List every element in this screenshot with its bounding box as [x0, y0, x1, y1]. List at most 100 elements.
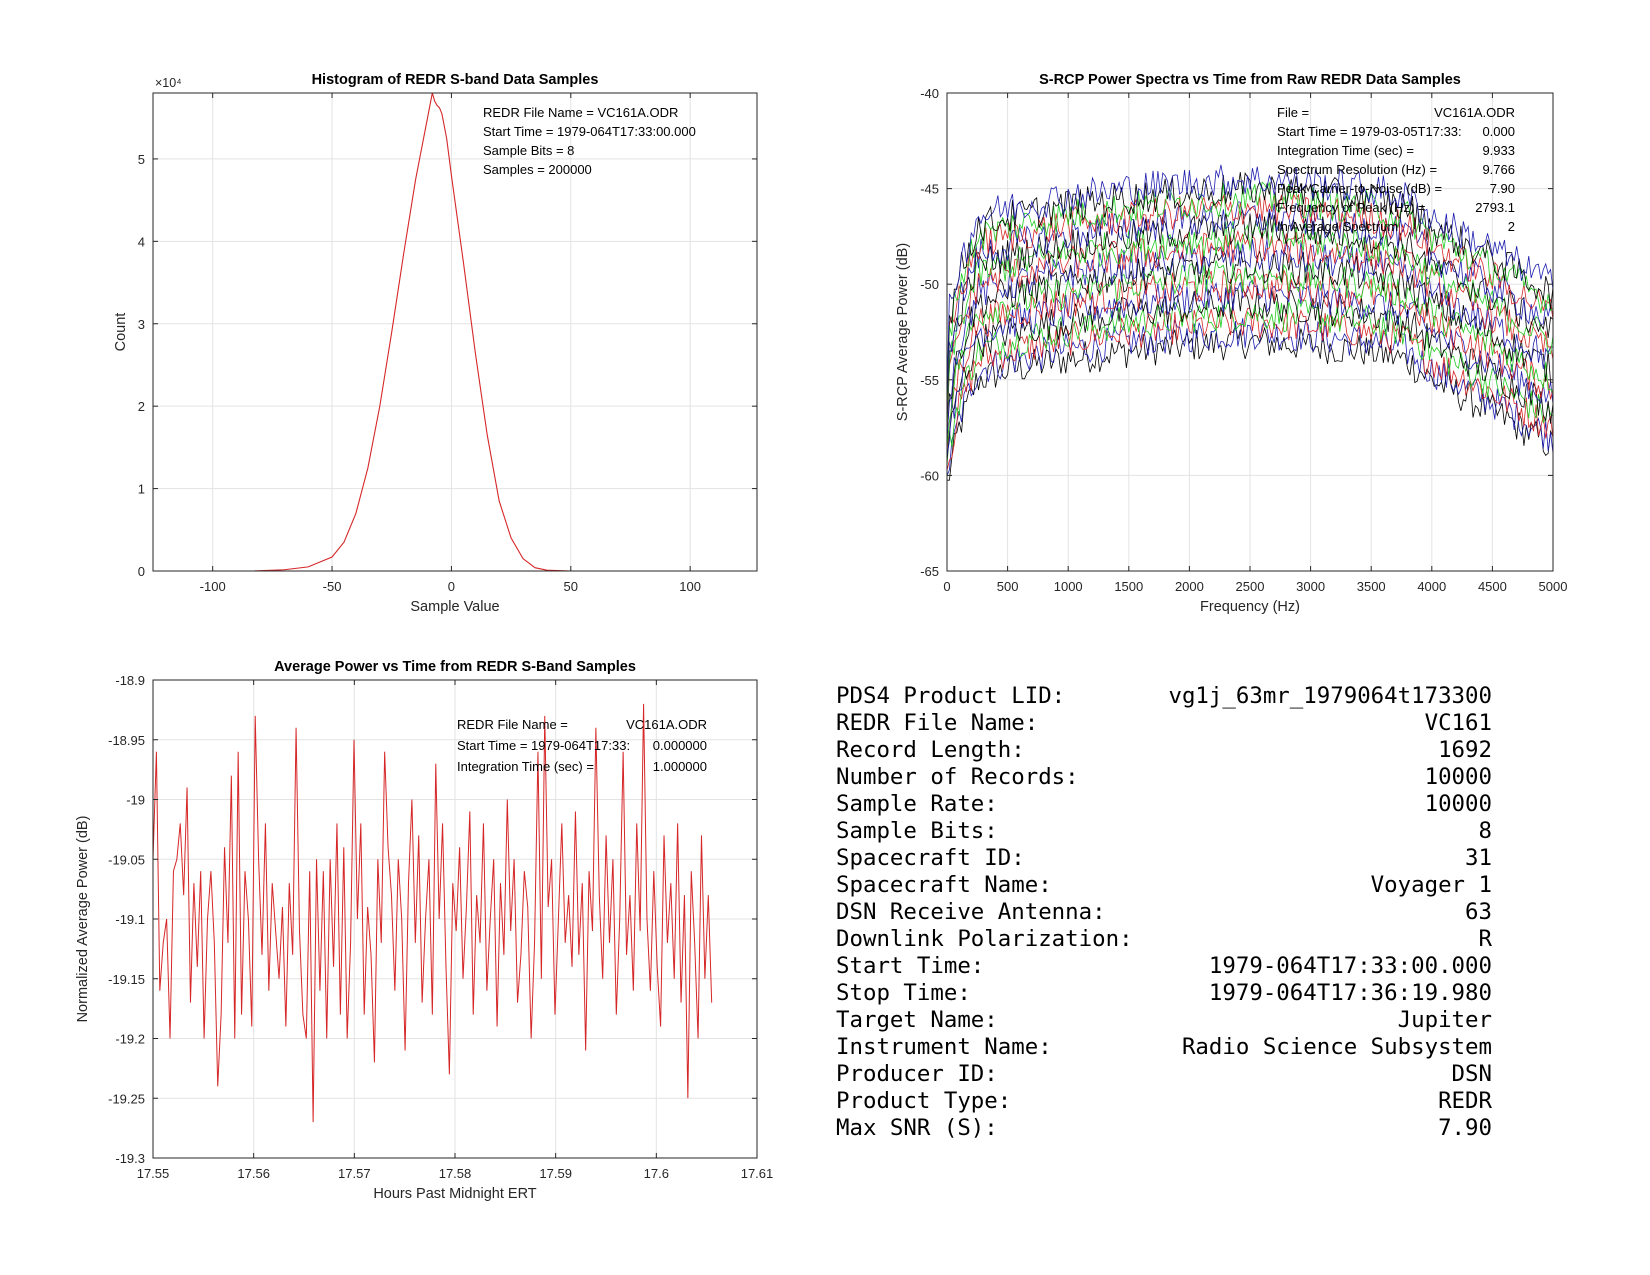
x-tick-label: 4000 — [1417, 579, 1446, 594]
histogram-chart: -100 -50 0 50 100 0 1 2 3 4 5 Histogram of REDR S-b… — [113, 72, 758, 615]
x-tick-label: 4500 — [1478, 579, 1507, 594]
y-tick-label: -60 — [920, 468, 939, 483]
info-row: Start Time: 1979-064T17:33:00.000 — [836, 953, 1492, 980]
y-tick-label: -19.05 — [108, 852, 145, 867]
info-value: 1692 — [1438, 737, 1492, 763]
info-row: Sample Rate: 10000 — [836, 791, 1492, 818]
y-tick-label: -19 — [126, 793, 145, 808]
y-tick-label: -50 — [920, 277, 939, 292]
x-axis-label: Hours Past Midnight ERT — [373, 1186, 536, 1202]
x-tick-label: 100 — [679, 579, 701, 594]
info-value: REDR — [1438, 1088, 1492, 1114]
y-tick-label: 2 — [138, 399, 145, 414]
info-label: Product Type: — [836, 1088, 1012, 1114]
info-row: Sample Bits: 8 — [836, 818, 1492, 845]
info-value: 1979-064T17:33:00.000 — [1208, 953, 1492, 979]
x-axis-label: Frequency (Hz) — [1200, 599, 1300, 615]
annotation-text: REDR File Name = VC161A.ODR — [483, 105, 678, 120]
info-label: Max SNR (S): — [836, 1115, 998, 1141]
x-tick-label: 2000 — [1175, 579, 1204, 594]
y-tick-label: -65 — [920, 564, 939, 579]
chart-title: Histogram of REDR S-band Data Samples — [312, 72, 599, 88]
annotation-value: VC161A.ODR — [1434, 105, 1515, 120]
info-value: 10000 — [1424, 791, 1492, 817]
annotation-label: Start Time = 1979-03-05T17:33: — [1277, 124, 1462, 139]
info-label: Instrument Name: — [836, 1034, 1052, 1060]
info-value: 1979-064T17:36:19.980 — [1208, 980, 1492, 1006]
info-row: Spacecraft ID: 31 — [836, 845, 1492, 872]
info-value: 7.90 — [1438, 1115, 1492, 1141]
y-tick-label: -19.1 — [115, 912, 145, 927]
x-tick-label: 0 — [943, 579, 950, 594]
x-tick-label: 17.58 — [439, 1166, 472, 1181]
annotation-label: Frequency of Peak (Hz) = — [1277, 200, 1425, 215]
x-tick-label: 1000 — [1054, 579, 1083, 594]
info-label: Sample Rate: — [836, 791, 998, 817]
info-label: Target Name: — [836, 1007, 998, 1033]
x-tick-label: 17.6 — [644, 1166, 669, 1181]
info-value: Radio Science Subsystem — [1181, 1034, 1492, 1060]
product-info-table: PDS4 Product LID: vg1j_63mr_1979064t17330… — [836, 683, 1492, 1142]
spectrum-series-line — [946, 164, 1554, 399]
y-axis-label: S-RCP Average Power (dB) — [895, 243, 911, 421]
spectrum-series-line — [946, 248, 1554, 442]
power-series-line — [152, 703, 713, 1123]
y-tick-label: -40 — [920, 86, 939, 101]
spectra-chart: 0 500 1000 1500 2000 2500 3000 3500 4000 4500 5000… — [895, 72, 1567, 615]
info-label: Sample Bits: — [836, 818, 998, 844]
info-label: Stop Time: — [836, 980, 971, 1006]
y-tick-label: -19.3 — [115, 1151, 145, 1166]
y-axis-label: Count — [113, 313, 129, 352]
spectrum-series-line — [946, 287, 1554, 462]
info-value: VC161 — [1424, 710, 1492, 736]
annotation-value: 0.000 — [1482, 124, 1515, 139]
info-row: PDS4 Product LID: vg1j_63mr_1979064t17330… — [836, 683, 1492, 710]
annotation-text: Sample Bits = 8 — [483, 143, 574, 158]
x-tick-label: 50 — [564, 579, 578, 594]
info-label: Downlink Polarization: — [836, 926, 1133, 952]
spectrum-series-line — [946, 192, 1554, 414]
x-tick-label: 500 — [997, 579, 1019, 594]
x-tick-label: 1500 — [1114, 579, 1143, 594]
annotation-value: 7.90 — [1490, 181, 1515, 196]
y-tick-label: 4 — [138, 234, 145, 249]
annotation-text: Start Time = 1979-064T17:33:00.000 — [483, 124, 696, 139]
info-row: REDR File Name: VC161 — [836, 710, 1492, 737]
y-tick-label: 3 — [138, 317, 145, 332]
x-tick-label: 17.59 — [539, 1166, 572, 1181]
spectrum-series-line — [946, 201, 1554, 419]
spectrum-series-line — [946, 279, 1554, 457]
info-row: Product Type: REDR — [836, 1088, 1492, 1115]
y-tick-label: -18.95 — [108, 733, 145, 748]
y-tick-label: -55 — [920, 373, 939, 388]
histogram-series-line — [253, 92, 600, 572]
info-value: Jupiter — [1397, 1007, 1492, 1033]
info-row: Record Length: 1692 — [836, 737, 1492, 764]
x-tick-label: 2500 — [1236, 579, 1265, 594]
y-tick-label: 0 — [138, 564, 145, 579]
x-tick-label: 17.55 — [137, 1166, 170, 1181]
annotation-value: 0.000000 — [653, 738, 707, 753]
info-value: Voyager 1 — [1370, 872, 1492, 898]
x-tick-label: 17.61 — [741, 1166, 774, 1181]
annotation-value: 9.766 — [1482, 162, 1515, 177]
info-row: Producer ID: DSN — [836, 1061, 1492, 1088]
info-row: Instrument Name: Radio Science Subsystem — [836, 1034, 1492, 1061]
info-value: 10000 — [1424, 764, 1492, 790]
info-label: Record Length: — [836, 737, 1025, 763]
chart-title: S-RCP Power Spectra vs Time from Raw RED… — [1039, 72, 1461, 88]
annotation-text: Samples = 200000 — [483, 162, 592, 177]
info-label: Start Time: — [836, 953, 985, 979]
spectrum-series-line — [946, 181, 1554, 409]
info-value: 63 — [1465, 899, 1492, 925]
x-axis-label: Sample Value — [410, 599, 499, 615]
info-row: Number of Records: 10000 — [836, 764, 1492, 791]
y-tick-label: 5 — [138, 152, 145, 167]
spectrum-series-line — [946, 318, 1554, 476]
info-label: Number of Records: — [836, 764, 1079, 790]
annotation-label: Integration Time (sec) = — [457, 759, 594, 774]
y-tick-label: -19.15 — [108, 972, 145, 987]
annotation-label: Start Time = 1979-064T17:33: — [457, 738, 630, 753]
info-label: REDR File Name: — [836, 710, 1039, 736]
